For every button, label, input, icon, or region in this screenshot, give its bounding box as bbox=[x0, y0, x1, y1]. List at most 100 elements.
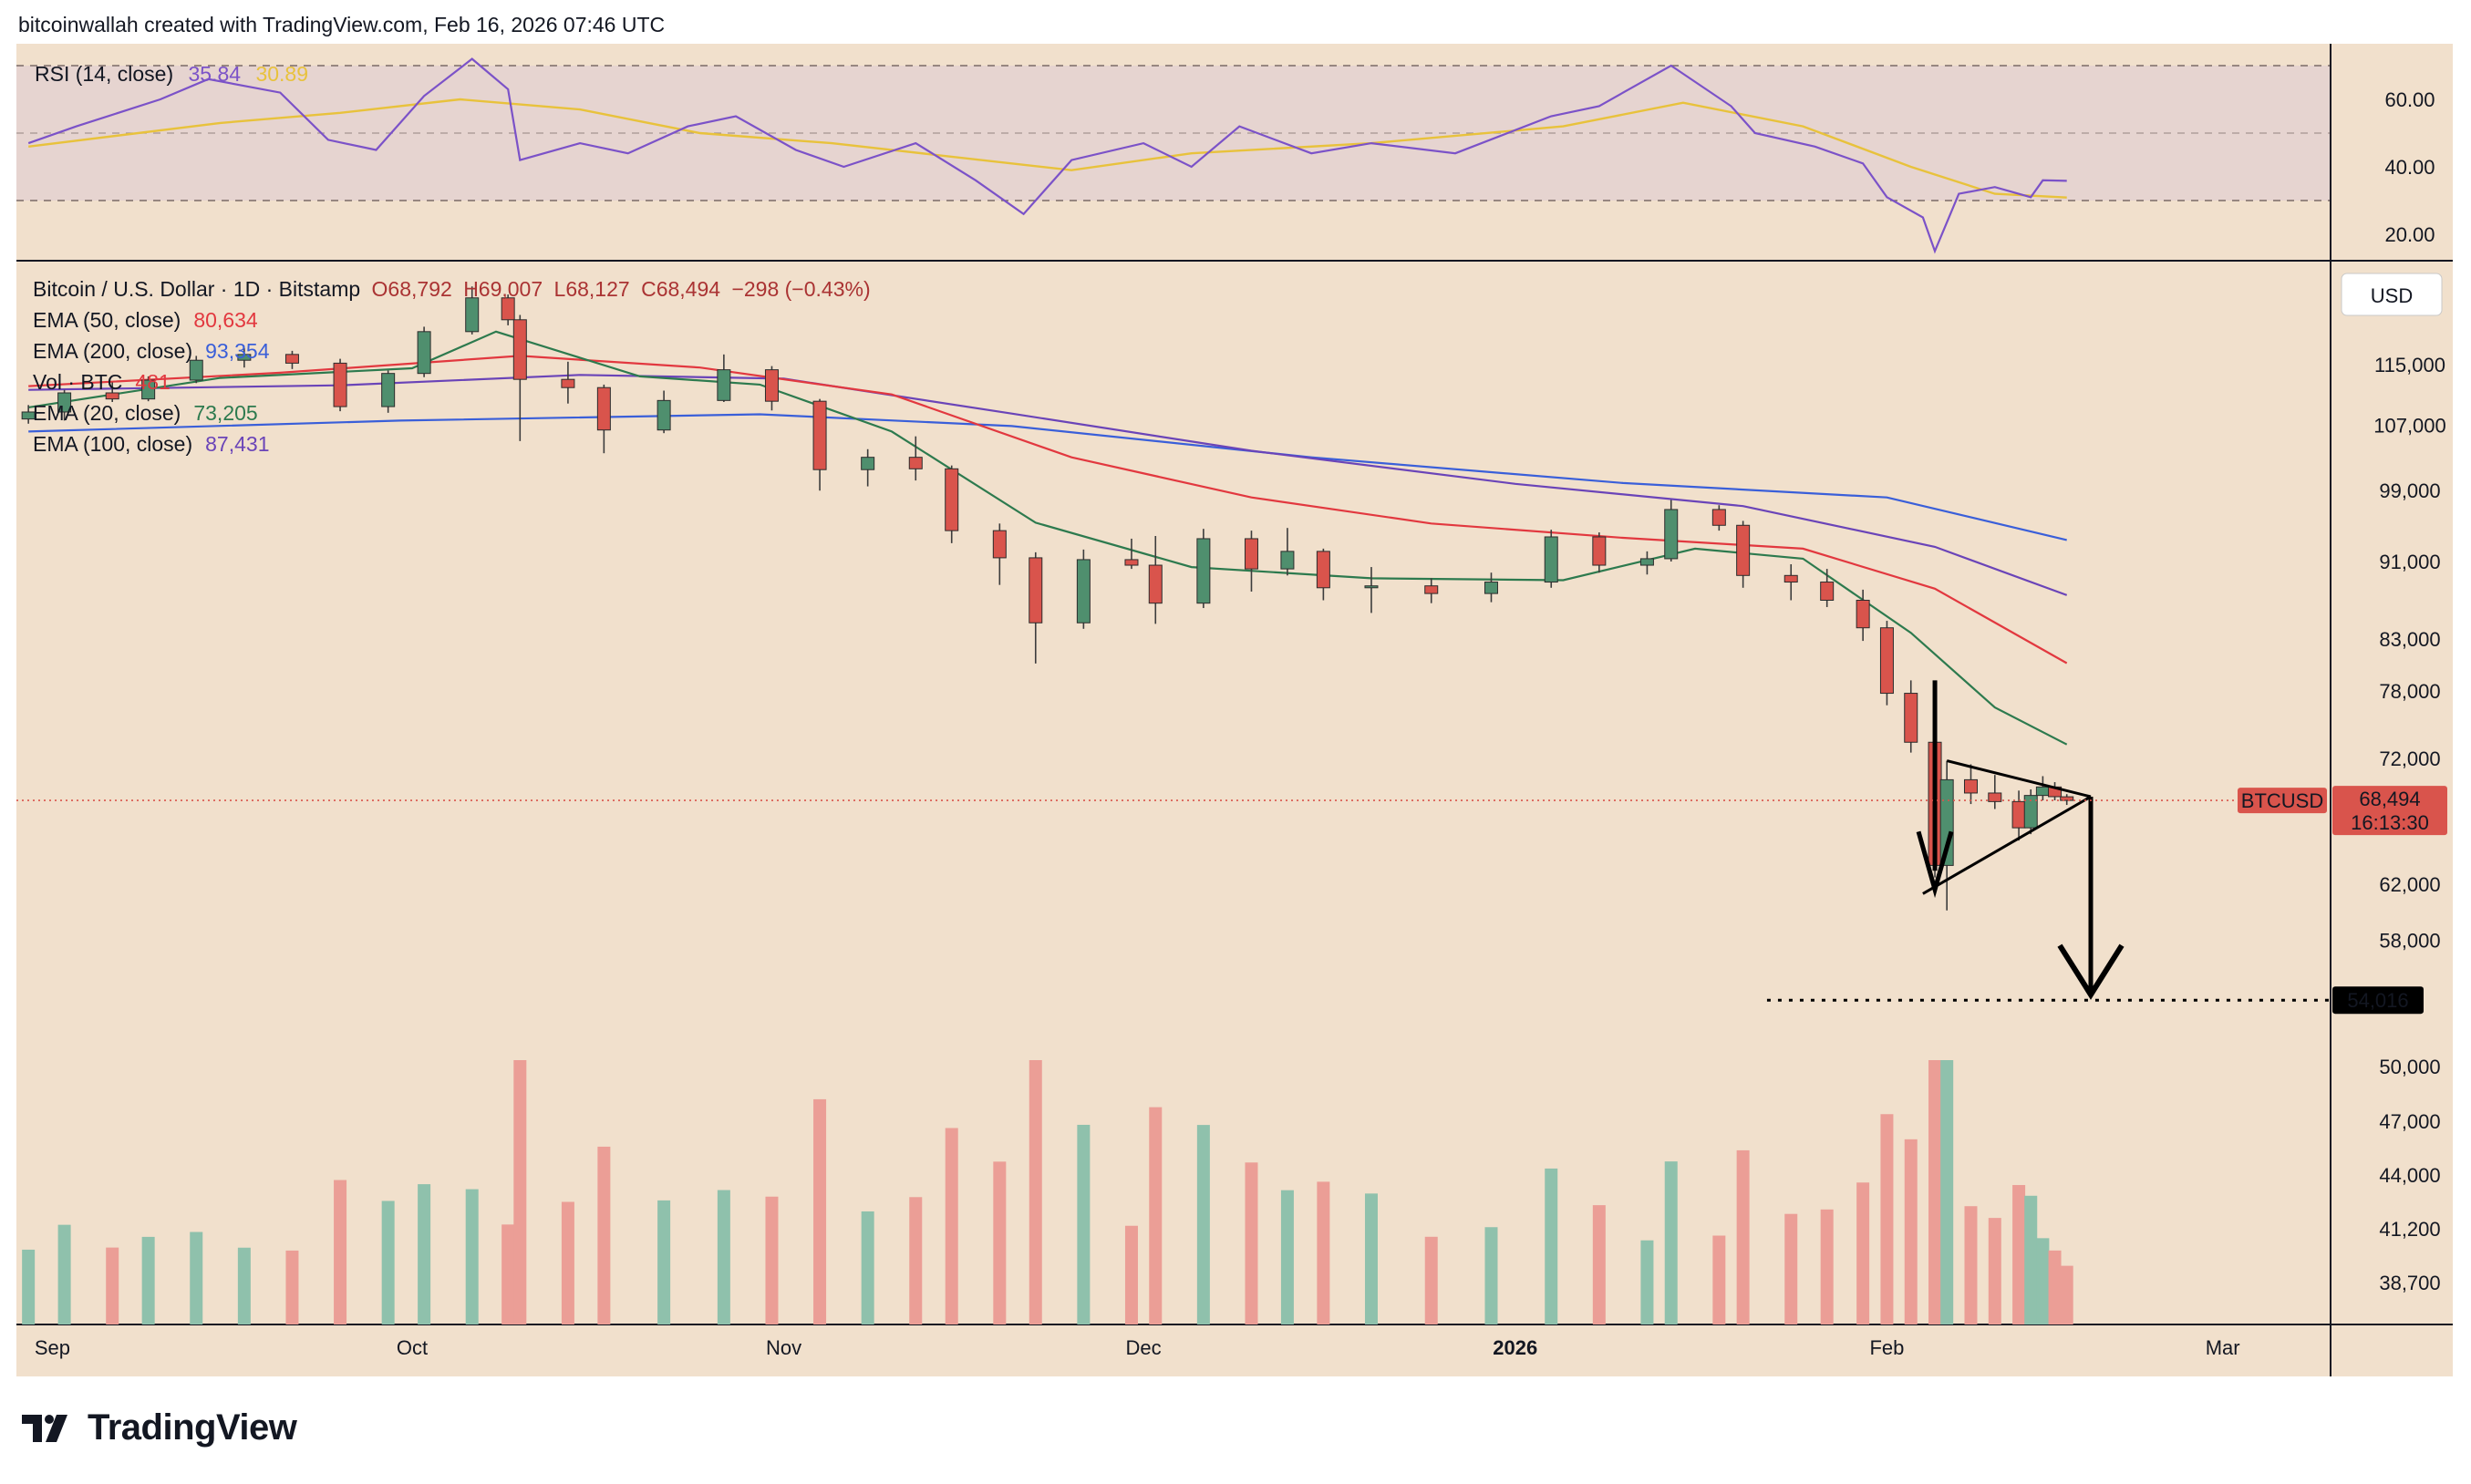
price-tick-label: 62,000 bbox=[2379, 873, 2440, 896]
candle-body bbox=[1988, 792, 2002, 802]
volume-bar bbox=[190, 1232, 203, 1324]
volume-bar bbox=[1484, 1227, 1498, 1324]
ema100-line bbox=[28, 374, 2068, 596]
ohlc-change: −298 (−0.43%) bbox=[731, 277, 871, 301]
volume-bar bbox=[465, 1189, 479, 1324]
indicator-legend-row: EMA (100, close) 87,431 bbox=[33, 428, 876, 459]
candle-body bbox=[1484, 582, 1498, 594]
candle-body bbox=[1963, 778, 1978, 794]
pennant-annotation bbox=[1766, 680, 2331, 1002]
volume-bar bbox=[285, 1250, 299, 1324]
ohlc-close: C68,494 bbox=[641, 277, 721, 301]
pennant-lower-line bbox=[1922, 795, 2092, 895]
tradingview-logo: TradingView bbox=[20, 1407, 297, 1448]
indicator-value: 87,431 bbox=[205, 432, 270, 456]
ema-lines bbox=[28, 330, 2068, 746]
volume-bar bbox=[945, 1128, 958, 1324]
chart-panel[interactable]: 115,000 107,000 99,000 91,000 83,000 78,000 72… bbox=[16, 44, 2453, 1376]
symbol-name[interactable]: Bitcoin / U.S. Dollar · 1D · Bitstamp bbox=[33, 277, 361, 301]
candle-body bbox=[1196, 538, 1211, 604]
price-tick-label: 83,000 bbox=[2379, 628, 2440, 651]
price-tick-label: 107,000 bbox=[2373, 415, 2446, 438]
price-tick-label: 99,000 bbox=[2379, 479, 2440, 502]
candle-body bbox=[237, 354, 252, 361]
volume-bar bbox=[1820, 1209, 1834, 1324]
candle-body bbox=[1879, 627, 1894, 695]
rsi-tick-label: 20.00 bbox=[2384, 223, 2435, 246]
candle-body bbox=[1856, 599, 1870, 629]
tradingview-logo-icon bbox=[22, 1415, 67, 1442]
indicator-label[interactable]: Vol · BTC bbox=[33, 370, 123, 394]
candle-body bbox=[57, 392, 72, 413]
indicator-legend-row: EMA (200, close) 93,354 bbox=[33, 335, 876, 366]
candle-body bbox=[1592, 536, 1607, 566]
volume-bar bbox=[1245, 1162, 1258, 1324]
indicator-legend-row: EMA (20, close) 73,205 bbox=[33, 397, 876, 428]
volume-bar bbox=[1736, 1149, 1750, 1324]
candle-body bbox=[1783, 574, 1798, 583]
symbol-badge-label: BTCUSD bbox=[2241, 789, 2323, 812]
volume-bar bbox=[141, 1236, 155, 1324]
price-axis: 115,000 107,000 99,000 91,000 83,000 78,000 72… bbox=[16, 88, 2447, 1294]
ema50-line bbox=[28, 355, 2068, 665]
candle-body bbox=[189, 359, 203, 381]
candle-body bbox=[1316, 551, 1330, 589]
indicator-label[interactable]: EMA (20, close) bbox=[33, 401, 181, 425]
candle-body bbox=[812, 400, 827, 470]
candle-body bbox=[2035, 786, 2050, 797]
candle-body bbox=[417, 331, 431, 375]
volume-bar bbox=[1856, 1182, 1870, 1324]
last-price-label: 68,494 bbox=[2359, 788, 2420, 810]
volume-bar bbox=[1545, 1168, 1558, 1324]
volume-bar bbox=[561, 1201, 574, 1324]
candle-body bbox=[2023, 795, 2038, 829]
price-tick-label: 50,000 bbox=[2379, 1056, 2440, 1078]
volume-bar bbox=[1424, 1236, 1438, 1324]
volume-bar bbox=[657, 1200, 671, 1324]
candle-body bbox=[141, 379, 156, 400]
rsi-ma-value: 30.89 bbox=[255, 62, 309, 86]
time-tick-label: 2026 bbox=[1493, 1336, 1537, 1359]
time-axis: Sep Oct Nov Dec 2026 Feb Mar bbox=[35, 1336, 2240, 1359]
price-tick-label: 72,000 bbox=[2379, 747, 2440, 770]
indicator-value: 93,354 bbox=[205, 339, 270, 363]
volume-bar bbox=[334, 1180, 347, 1324]
currency-button[interactable] bbox=[2341, 273, 2443, 316]
rsi-legend: RSI (14, close) 35.84 30.89 bbox=[35, 62, 308, 87]
price-tick-label: 41,200 bbox=[2379, 1218, 2440, 1241]
volume-bar bbox=[1988, 1218, 2001, 1324]
candles bbox=[21, 286, 2074, 911]
candle-body bbox=[105, 392, 119, 400]
volume-bar bbox=[1124, 1225, 1138, 1324]
trading-chart[interactable]: 115,000 107,000 99,000 91,000 83,000 78,000 72… bbox=[16, 44, 2453, 1376]
candle-body bbox=[1424, 585, 1439, 594]
volume-bar bbox=[1029, 1060, 1042, 1324]
tradingview-logo-text: TradingView bbox=[88, 1407, 297, 1448]
volume-bar bbox=[381, 1201, 395, 1324]
currency-label: USD bbox=[2371, 284, 2413, 307]
volume-bars bbox=[22, 1060, 2073, 1324]
countdown-label: 16:13:30 bbox=[2351, 811, 2429, 834]
volume-bar bbox=[1196, 1125, 1210, 1324]
volume-bar bbox=[1280, 1190, 1294, 1324]
rsi-series bbox=[27, 57, 2067, 254]
price-tick-label: 78,000 bbox=[2379, 680, 2440, 703]
volume-bar bbox=[2060, 1265, 2073, 1324]
indicator-label[interactable]: EMA (50, close) bbox=[33, 308, 181, 332]
candle-body bbox=[1544, 536, 1558, 583]
volume-bar bbox=[1640, 1240, 1654, 1324]
time-tick-label: Mar bbox=[2206, 1336, 2240, 1359]
indicator-label[interactable]: EMA (100, close) bbox=[33, 432, 193, 456]
candle-body bbox=[21, 411, 36, 420]
volume-bar bbox=[1664, 1161, 1678, 1324]
rsi-value: 35.84 bbox=[188, 62, 242, 86]
candle-body bbox=[2060, 796, 2074, 801]
chart-background bbox=[16, 44, 2453, 1376]
indicator-value: 481 bbox=[135, 370, 171, 394]
indicator-label[interactable]: EMA (200, close) bbox=[33, 339, 193, 363]
volume-bar bbox=[1364, 1193, 1378, 1324]
volume-bar bbox=[1964, 1206, 1978, 1324]
volume-bar bbox=[765, 1196, 779, 1324]
target-badge-label: 54,016 bbox=[2347, 989, 2408, 1012]
candle-body bbox=[2011, 800, 2026, 829]
